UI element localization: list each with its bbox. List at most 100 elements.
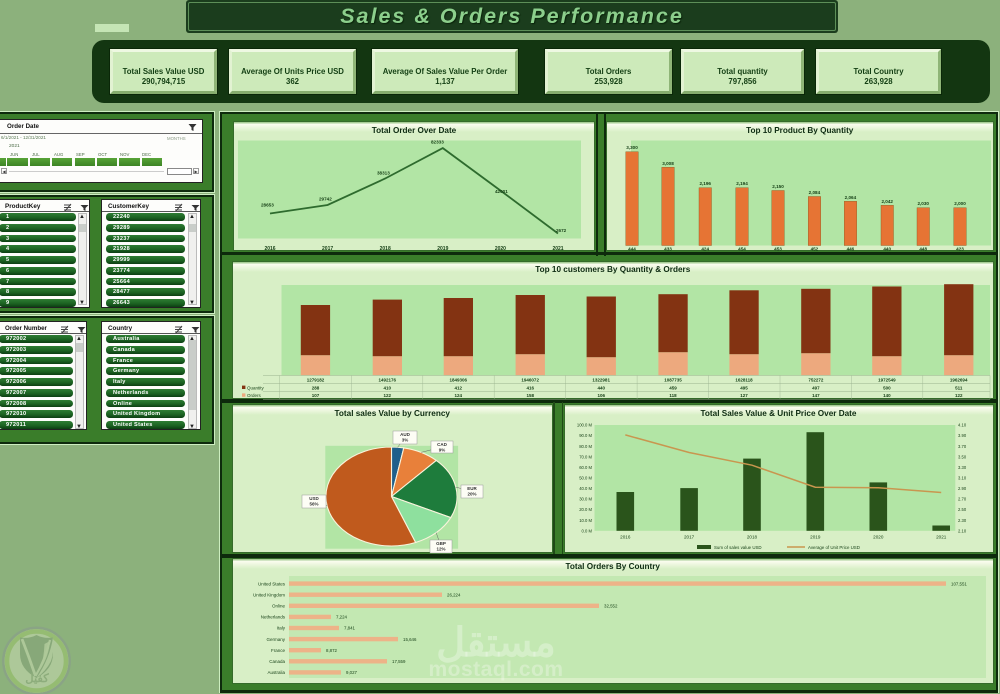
svg-text:412: 412	[455, 385, 463, 390]
svg-text:127: 127	[740, 393, 748, 398]
svg-text:3,300: 3,300	[626, 145, 638, 150]
svg-text:118: 118	[669, 393, 677, 398]
svg-text:10.0 M: 10.0 M	[579, 518, 592, 523]
svg-text:511: 511	[955, 385, 963, 390]
svg-text:3.10: 3.10	[958, 476, 967, 481]
svg-text:Orders: Orders	[247, 393, 262, 398]
svg-text:4.10: 4.10	[958, 423, 967, 428]
svg-text:1946072: 1946072	[521, 378, 539, 383]
svg-text:40.0 M: 40.0 M	[579, 486, 592, 491]
svg-text:Italy: Italy	[277, 626, 286, 631]
svg-text:9,027: 9,027	[346, 670, 358, 675]
svg-text:2.10: 2.10	[958, 528, 967, 533]
svg-text:1087735: 1087735	[664, 378, 682, 383]
svg-text:42001: 42001	[495, 189, 508, 194]
svg-text:446: 446	[847, 246, 855, 251]
svg-text:15,646: 15,646	[403, 637, 417, 642]
svg-text:1492176: 1492176	[379, 378, 397, 383]
svg-text:440: 440	[883, 246, 891, 251]
svg-text:2.30: 2.30	[958, 518, 967, 523]
svg-text:2,030: 2,030	[917, 201, 929, 206]
svg-text:2018: 2018	[746, 535, 757, 540]
svg-text:9%: 9%	[439, 448, 446, 453]
svg-text:416: 416	[526, 385, 534, 390]
svg-text:3,008: 3,008	[662, 160, 674, 165]
svg-text:12%: 12%	[436, 547, 445, 552]
svg-text:140: 140	[883, 393, 891, 398]
svg-text:3%: 3%	[402, 438, 409, 443]
svg-text:1849306: 1849306	[450, 378, 468, 383]
svg-text:0.0 M: 0.0 M	[581, 528, 592, 533]
svg-text:122: 122	[384, 393, 392, 398]
svg-text:80.0 M: 80.0 M	[579, 444, 592, 449]
svg-text:2,150: 2,150	[772, 184, 784, 189]
svg-text:60.0 M: 60.0 M	[579, 465, 592, 470]
svg-text:3.70: 3.70	[958, 444, 967, 449]
svg-text:CAD: CAD	[437, 442, 447, 447]
svg-text:752272: 752272	[808, 378, 824, 383]
svg-text:2,196: 2,196	[699, 181, 711, 186]
svg-text:440: 440	[597, 385, 605, 390]
svg-text:7,224: 7,224	[336, 615, 348, 620]
svg-text:2016: 2016	[620, 535, 631, 540]
svg-text:454: 454	[738, 246, 746, 251]
svg-text:30.0 M: 30.0 M	[579, 497, 592, 502]
svg-text:Canada: Canada	[269, 659, 285, 664]
svg-text:424: 424	[701, 246, 709, 251]
svg-text:United Kingdom: United Kingdom	[253, 592, 285, 597]
svg-text:3.90: 3.90	[958, 433, 967, 438]
svg-text:448: 448	[919, 246, 927, 251]
svg-text:GBP: GBP	[436, 541, 446, 546]
svg-text:124: 124	[455, 393, 463, 398]
svg-text:2,084: 2,084	[809, 190, 821, 195]
svg-text:2019: 2019	[437, 246, 448, 252]
svg-text:2017: 2017	[322, 246, 333, 252]
svg-text:82333: 82333	[431, 139, 444, 144]
svg-text:107: 107	[312, 393, 320, 398]
svg-text:433: 433	[664, 246, 672, 251]
svg-text:2.70: 2.70	[958, 497, 967, 502]
svg-text:452: 452	[811, 246, 819, 251]
svg-text:28653: 28653	[261, 202, 274, 207]
svg-text:1972549: 1972549	[878, 378, 896, 383]
svg-text:38313: 38313	[377, 170, 390, 175]
svg-text:3.50: 3.50	[958, 454, 967, 459]
svg-text:2.90: 2.90	[958, 486, 967, 491]
svg-text:17,559: 17,559	[392, 659, 406, 664]
svg-text:2019: 2019	[810, 535, 821, 540]
svg-text:106: 106	[597, 393, 605, 398]
svg-text:459: 459	[669, 385, 677, 390]
svg-text:Sum of sales value USD: Sum of sales value USD	[714, 545, 762, 550]
svg-text:2021: 2021	[936, 535, 947, 540]
svg-text:56%: 56%	[309, 502, 318, 507]
svg-text:2020: 2020	[495, 246, 506, 252]
svg-text:453: 453	[774, 246, 782, 251]
svg-text:26,224: 26,224	[447, 592, 461, 597]
svg-text:2017: 2017	[683, 535, 694, 540]
svg-text:2018: 2018	[380, 246, 391, 252]
svg-text:2.50: 2.50	[958, 507, 967, 512]
svg-text:500: 500	[883, 385, 891, 390]
svg-text:Average of Unit Price USD: Average of Unit Price USD	[808, 545, 860, 550]
svg-text:410: 410	[384, 385, 392, 390]
svg-text:Germany: Germany	[266, 637, 285, 642]
svg-text:Online: Online	[272, 604, 286, 609]
svg-text:AUD: AUD	[400, 432, 410, 437]
svg-text:كفيل: كفيل	[25, 672, 49, 685]
svg-text:France: France	[271, 648, 286, 653]
svg-text:107,551: 107,551	[951, 581, 967, 586]
svg-text:100.0 M: 100.0 M	[576, 423, 592, 428]
svg-text:8,872: 8,872	[326, 648, 338, 653]
svg-text:2016: 2016	[264, 246, 275, 252]
svg-text:29742: 29742	[319, 196, 332, 201]
svg-text:70.0 M: 70.0 M	[579, 454, 592, 459]
svg-text:2020: 2020	[873, 535, 884, 540]
svg-text:2,000: 2,000	[954, 201, 966, 206]
svg-text:3.30: 3.30	[958, 465, 967, 470]
svg-text:122: 122	[955, 393, 963, 398]
svg-text:495: 495	[740, 385, 748, 390]
svg-text:50.0 M: 50.0 M	[579, 476, 592, 481]
svg-text:1628118: 1628118	[735, 378, 753, 383]
svg-text:2,194: 2,194	[736, 181, 748, 186]
svg-text:7,841: 7,841	[344, 626, 356, 631]
